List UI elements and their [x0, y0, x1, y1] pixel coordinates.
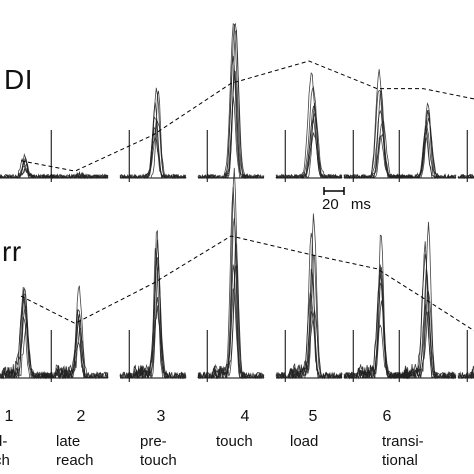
epoch-number: 5 — [308, 408, 318, 425]
emg-trace — [275, 117, 343, 180]
emg-trace — [389, 117, 456, 179]
epoch-number: 6 — [382, 408, 392, 425]
epoch-name: touch — [216, 433, 253, 450]
emg-trace — [119, 229, 187, 380]
scale-bar-label: 20 ms — [322, 196, 371, 213]
emg-trace — [275, 105, 343, 180]
emg-trace — [42, 171, 109, 180]
emg-trace — [389, 102, 456, 180]
emg-trace — [457, 174, 474, 179]
emg-trace — [275, 213, 343, 380]
epoch-number: 4 — [240, 408, 250, 425]
emg-trace — [458, 372, 474, 379]
epoch-name: transi- tional — [382, 433, 424, 469]
emg-trace — [457, 371, 474, 379]
epoch-number: 3 — [156, 408, 166, 425]
emg-trace — [389, 241, 456, 380]
epoch-number: 1 — [4, 408, 14, 425]
emg-trace — [457, 175, 474, 179]
emg-trace — [0, 286, 55, 380]
row-label-rr: rr — [2, 236, 22, 267]
epoch-name: d- ch — [0, 433, 10, 469]
emg-trace — [390, 254, 457, 380]
emg-trace — [41, 285, 109, 380]
epoch-name: pre- touch — [140, 433, 177, 469]
emg-trace — [198, 264, 265, 380]
emg-trace — [41, 171, 108, 180]
epoch-name: late reach — [56, 433, 94, 469]
epoch-name: load — [290, 433, 319, 450]
emg-trace — [457, 371, 474, 380]
emg-trace — [0, 152, 55, 180]
emg-trace — [276, 103, 343, 180]
mean-activity-line — [20, 235, 474, 332]
row-label-di: DI — [4, 64, 33, 95]
emg-trace — [119, 87, 187, 180]
scale-bar-value: 20 — [322, 196, 339, 213]
emg-trace — [275, 112, 342, 179]
epoch-number: 2 — [76, 408, 86, 425]
emg-trace — [457, 174, 474, 179]
emg-trace — [197, 22, 265, 180]
emg-trace — [197, 167, 265, 380]
emg-trace — [275, 72, 343, 179]
scale-bar-unit: ms — [350, 196, 371, 213]
emg-trace — [119, 239, 187, 380]
mean-activity-line — [20, 60, 474, 172]
emg-trace — [389, 221, 457, 380]
